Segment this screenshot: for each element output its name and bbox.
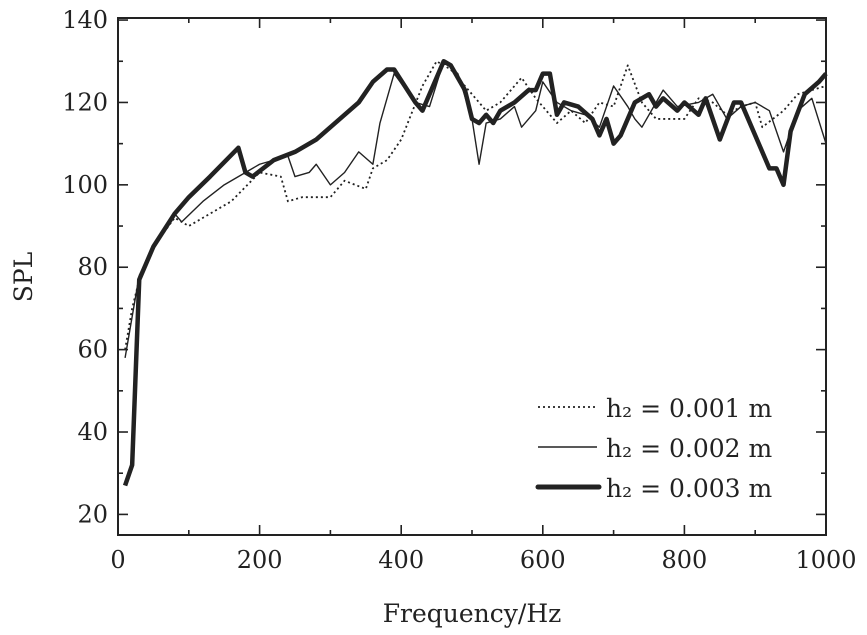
- ticks-layer: 0 200 400 600 800 1000 20 40 60 80 100 120 140: [62, 6, 856, 574]
- legend: h₂ = 0.001 m h₂ = 0.002 m h₂ = 0.003 m: [535, 394, 772, 503]
- y-tick-label: 140: [62, 6, 108, 34]
- series-line-2: [124, 60, 827, 358]
- series-line-3: [122, 59, 828, 487]
- x-tick-label: 1000: [795, 546, 856, 574]
- legend-label-series-1: h₂ = 0.001 m: [606, 394, 772, 423]
- x-tick-label: 200: [237, 546, 283, 574]
- y-tick-label: 60: [77, 336, 108, 364]
- legend-label-series-2: h₂ = 0.002 m: [606, 434, 772, 463]
- series-line-1: [124, 60, 827, 350]
- legend-label-series-3: h₂ = 0.003 m: [606, 474, 772, 503]
- x-tick-label: 800: [661, 546, 707, 574]
- y-tick-label: 100: [62, 171, 108, 199]
- y-axis-label: SPL: [9, 252, 38, 303]
- x-tick-label: 600: [520, 546, 566, 574]
- x-tick-label: 400: [378, 546, 424, 574]
- x-tick-label: 0: [110, 546, 125, 574]
- y-tick-label: 40: [77, 418, 108, 446]
- y-tick-label: 80: [77, 253, 108, 281]
- y-tick-label: 20: [77, 500, 108, 528]
- series-layer: [122, 59, 828, 487]
- y-tick-label: 120: [62, 88, 108, 116]
- x-axis-label: Frequency/Hz: [383, 599, 562, 628]
